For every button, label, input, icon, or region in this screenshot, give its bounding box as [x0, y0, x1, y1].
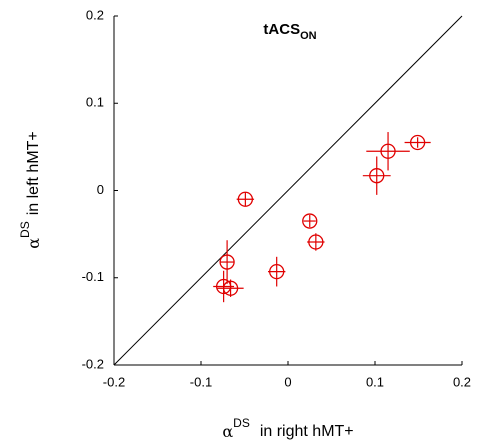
title-subscript: ON	[300, 30, 317, 42]
point	[219, 254, 235, 270]
point	[302, 213, 318, 229]
point	[269, 263, 285, 280]
y-tick-label: 0.2	[86, 7, 104, 22]
point	[237, 191, 254, 207]
x-tick-label: 0.1	[366, 374, 384, 389]
y-tick-label: -0.2	[82, 356, 104, 371]
point	[369, 168, 385, 184]
point	[222, 280, 239, 296]
y-label-text: in left hMT+	[25, 131, 42, 215]
x-tick-label: 0.2	[453, 374, 471, 389]
chart-title: tACSON	[263, 21, 316, 42]
y-label-symbol: α	[24, 238, 43, 249]
point	[409, 134, 426, 151]
x-tick-label: 0	[284, 374, 291, 389]
x-label-symbol: α	[222, 422, 233, 441]
x-axis-label: αDS in right hMT+	[222, 416, 353, 440]
y-tick-label: 0.1	[86, 95, 104, 110]
y-tick-label: 0	[97, 182, 104, 197]
x-label-superscript: DS	[233, 416, 250, 430]
x-tick-label: -0.2	[103, 374, 125, 389]
point	[380, 143, 396, 159]
y-axis-label: αDS in left hMT+	[18, 131, 42, 249]
title-main: tACS	[263, 21, 300, 38]
x-label-text: in right hMT+	[260, 423, 354, 440]
y-label-superscript: DS	[18, 221, 32, 238]
point	[308, 234, 324, 250]
identity-line	[113, 15, 463, 366]
x-tick-label: -0.1	[190, 374, 212, 389]
y-tick-label: -0.1	[82, 269, 104, 284]
